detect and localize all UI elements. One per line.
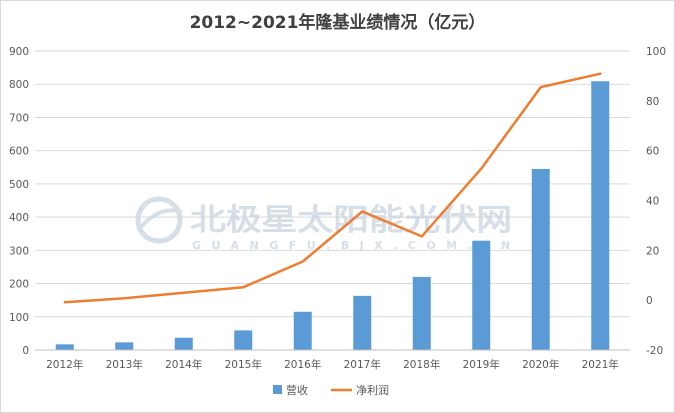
bar-series	[55, 81, 610, 350]
x-tick-label: 2013年	[106, 358, 143, 371]
bar-revenue	[115, 342, 134, 350]
x-tick-label: 2021年	[582, 358, 619, 371]
chart-title: 2012~2021年隆基业绩情况（亿元）	[189, 13, 486, 33]
y-left-tick-label: 800	[9, 79, 29, 91]
y-axis-right: -20 0 20 40 60 80 100	[646, 46, 666, 357]
gridlines	[35, 50, 630, 351]
y-right-tick-label: 80	[646, 96, 659, 108]
y-left-tick-label: 900	[9, 46, 29, 58]
bar-revenue	[472, 240, 491, 350]
bar-revenue	[174, 337, 193, 350]
y-axis-left: 0 100 200 300 400 500 600 700 800 900	[9, 46, 29, 357]
y-right-tick-label: -20	[646, 345, 663, 357]
x-tick-label: 2015年	[225, 358, 262, 371]
y-right-tick-label: 60	[646, 146, 659, 158]
x-tick-label: 2017年	[344, 358, 381, 371]
bar-revenue	[234, 330, 253, 350]
x-axis: 2012年 2013年 2014年 2015年 2016年 2017年 2018年 2019年…	[35, 349, 630, 371]
y-left-tick-label: 700	[9, 112, 29, 124]
bar-revenue	[55, 344, 74, 350]
y-left-tick-label: 500	[9, 179, 29, 191]
x-tick-label: 2016年	[284, 358, 321, 371]
line-series	[63, 72, 602, 304]
legend-swatch-revenue	[273, 385, 282, 394]
bar-revenue	[531, 168, 550, 350]
line-net-profit	[63, 72, 602, 304]
y-right-tick-label: 20	[646, 245, 659, 257]
y-left-tick-label: 0	[22, 345, 29, 357]
bar-revenue	[353, 295, 372, 350]
bar-revenue	[591, 81, 610, 350]
legend: 营收 净利润	[273, 383, 389, 397]
bar-revenue	[293, 311, 312, 350]
x-tick-label: 2012年	[46, 358, 83, 371]
x-tick-label: 2018年	[403, 358, 440, 371]
y-left-tick-label: 300	[9, 245, 29, 257]
legend-label-net-profit: 净利润	[356, 383, 389, 397]
legend-label-revenue: 营收	[286, 383, 308, 397]
bar-revenue	[412, 276, 431, 350]
x-tick-label: 2019年	[463, 358, 500, 371]
y-right-tick-label: 40	[646, 196, 659, 208]
y-right-tick-label: 100	[646, 46, 666, 58]
y-left-tick-label: 600	[9, 146, 29, 158]
x-tick-label: 2014年	[165, 358, 202, 371]
y-right-tick-label: 0	[646, 295, 653, 307]
y-left-tick-label: 200	[9, 279, 29, 291]
watermark-globe-swoosh	[138, 208, 183, 230]
y-left-tick-label: 100	[9, 312, 29, 324]
x-tick-label: 2020年	[522, 358, 559, 371]
y-left-tick-label: 400	[9, 212, 29, 224]
watermark-globe-icon	[135, 196, 183, 244]
